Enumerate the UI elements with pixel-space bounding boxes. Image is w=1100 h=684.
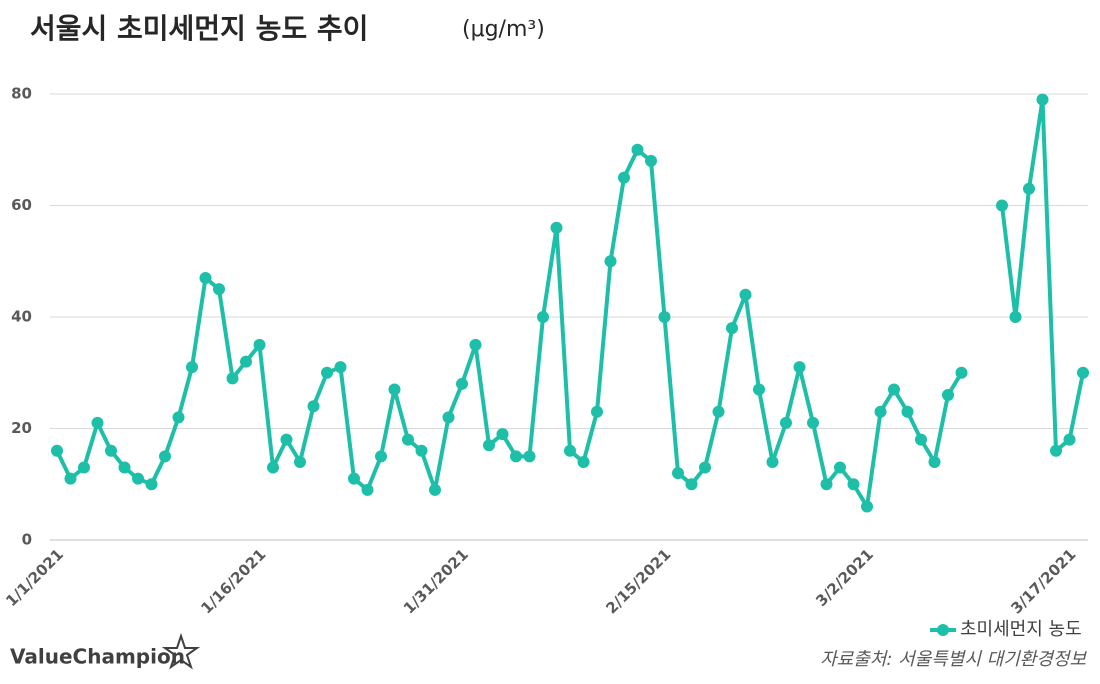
data-point [361, 483, 374, 496]
data-point [780, 416, 792, 429]
legend-swatch-marker [937, 624, 949, 636]
data-point [496, 428, 509, 441]
y-tick-label: 0 [22, 531, 32, 549]
data-point [348, 472, 360, 485]
data-point [564, 444, 576, 457]
data-point [334, 361, 347, 374]
data-point [483, 439, 495, 452]
data-point [996, 199, 1008, 212]
data-point [618, 171, 630, 184]
y-tick-label: 80 [11, 85, 32, 103]
x-tick-label: 1/16/2021 [197, 545, 269, 617]
data-point [1063, 433, 1076, 446]
data-point [861, 500, 873, 513]
y-tick-label: 20 [11, 419, 32, 437]
data-point [226, 372, 239, 385]
data-point [294, 455, 306, 468]
data-point [456, 377, 468, 390]
data-point [901, 405, 914, 418]
data-point [550, 221, 563, 234]
legend-label: 초미세먼지 농도 [960, 619, 1082, 640]
data-point [1077, 366, 1089, 379]
data-point [469, 338, 482, 351]
data-point [415, 444, 428, 457]
data-point [51, 444, 63, 457]
data-point [510, 450, 522, 463]
data-point [321, 366, 333, 379]
data-point [645, 154, 657, 167]
data-point [402, 433, 414, 446]
x-tick-label: 3/2/2021 [812, 545, 877, 610]
data-point [537, 311, 549, 323]
data-point [766, 455, 779, 468]
data-point [604, 255, 617, 268]
data-point [726, 322, 738, 335]
data-point [888, 383, 900, 396]
data-point [172, 411, 185, 424]
data-point [132, 472, 144, 485]
data-point [699, 461, 711, 474]
data-point [105, 444, 117, 457]
x-tick-label: 1/1/2021 [2, 545, 67, 610]
chart-unit: (μg/m³) [462, 17, 545, 42]
data-point [1023, 182, 1035, 195]
data-point [928, 455, 941, 468]
data-point [1009, 311, 1022, 323]
data-point [442, 411, 455, 424]
x-tick-label: 2/15/2021 [602, 545, 674, 617]
data-point [834, 461, 846, 474]
data-point [240, 355, 252, 368]
data-point [577, 455, 590, 468]
data-point [267, 461, 279, 474]
data-point [915, 433, 927, 446]
y-tick-label: 40 [11, 308, 32, 326]
data-point [91, 416, 104, 429]
chart-title: 서울시 초미세먼지 농도 추이 [30, 12, 368, 45]
data-point [159, 450, 171, 463]
x-tick-label: 3/17/2021 [1007, 545, 1079, 617]
data-point [631, 143, 644, 156]
data-point [253, 338, 266, 351]
data-point [213, 283, 225, 296]
data-point [388, 383, 401, 396]
data-point [739, 288, 752, 301]
data-point [1036, 93, 1049, 106]
data-point [672, 467, 684, 480]
data-point [375, 450, 387, 463]
source-note: 자료출처: 서울특별시 대기환경정보 [820, 649, 1087, 670]
data-point [145, 478, 158, 491]
data-point [847, 478, 860, 491]
data-point [1050, 444, 1062, 457]
data-point [118, 461, 131, 474]
brand-logo: ValueChampion [10, 645, 185, 669]
data-point [429, 483, 441, 496]
y-tick-label: 60 [11, 196, 32, 214]
data-point [685, 478, 698, 491]
data-point [523, 450, 536, 463]
data-point [199, 271, 212, 284]
x-tick-label: 1/31/2021 [400, 545, 472, 617]
data-point [64, 472, 77, 485]
data-point [753, 383, 765, 396]
data-point [307, 400, 320, 413]
data-point [280, 433, 293, 446]
data-point [186, 361, 198, 374]
data-point [807, 416, 819, 429]
data-point [658, 311, 671, 323]
data-point [793, 361, 806, 374]
data-point [591, 405, 603, 418]
data-point [942, 389, 954, 402]
data-point [874, 405, 887, 418]
data-point [955, 366, 968, 379]
brand-star [161, 632, 201, 670]
data-point [712, 405, 725, 418]
data-point [78, 461, 90, 474]
data-point [820, 478, 833, 491]
